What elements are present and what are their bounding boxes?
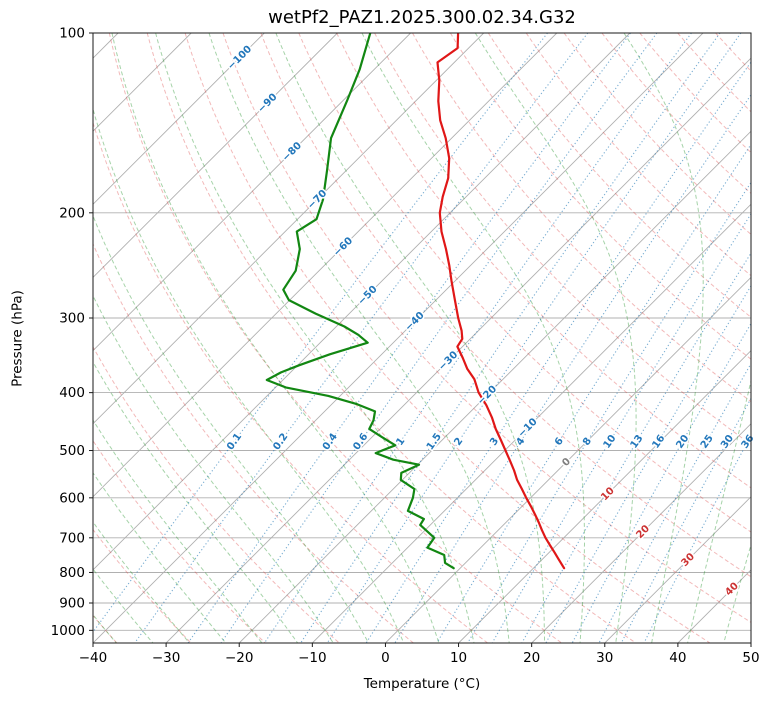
isotherm-label: −70 bbox=[306, 188, 330, 212]
pressure-gridlines bbox=[93, 33, 751, 631]
dewpoint-line bbox=[265, 33, 455, 570]
mixing-ratio-label: 13 bbox=[629, 433, 646, 451]
mixing-ratio-label: 10 bbox=[602, 433, 619, 451]
x-tick-label: 30 bbox=[596, 650, 613, 666]
mixing-ratio-labels: 0.1 0.2 0.4 0.6 1 1.5 2 3 4 6 8 10 13 16 20 25 30 36 bbox=[224, 430, 759, 454]
isotherm-label: 40 bbox=[723, 581, 741, 599]
mixing-ratio-label: 1.5 bbox=[425, 431, 444, 452]
tick-labels: −40 −30 −20 −10 0 10 20 30 40 5010020030040050060… bbox=[51, 26, 760, 667]
isotherm-label: 10 bbox=[599, 485, 617, 503]
y-tick-label: 1000 bbox=[51, 623, 85, 639]
dry-adiabats bbox=[93, 33, 751, 643]
mixing-ratio-label: 20 bbox=[674, 433, 691, 451]
x-tick-label: 10 bbox=[450, 650, 467, 666]
y-tick-label: 500 bbox=[59, 443, 85, 459]
isotherm-label: −40 bbox=[403, 310, 427, 334]
mixing-ratio-label: 0.2 bbox=[271, 431, 290, 452]
isotherm-label: −80 bbox=[280, 140, 304, 164]
y-axis-label: Pressure (hPa) bbox=[9, 290, 26, 387]
mixing-ratio-lines bbox=[93, 33, 751, 643]
isotherm-label: −90 bbox=[256, 92, 280, 116]
mixing-ratio-label: 1 bbox=[395, 436, 408, 448]
x-tick-label: 50 bbox=[742, 650, 759, 666]
temperature-line bbox=[436, 33, 566, 570]
y-tick-label: 200 bbox=[59, 205, 85, 221]
y-tick-label: 400 bbox=[59, 385, 85, 401]
mixing-ratio-label: 30 bbox=[719, 433, 736, 451]
plot-area bbox=[93, 33, 751, 643]
y-tick-label: 800 bbox=[59, 565, 85, 581]
isotherm-label: −60 bbox=[332, 235, 356, 259]
y-tick-label: 900 bbox=[59, 596, 85, 612]
x-tick-label: 20 bbox=[523, 650, 540, 666]
axes-spines bbox=[92, 32, 752, 644]
mixing-ratio-label: 0.6 bbox=[351, 431, 370, 452]
x-tick-label: −10 bbox=[298, 650, 327, 666]
mixing-ratio-label: 36 bbox=[740, 433, 757, 451]
isotherm-label: −100 bbox=[226, 44, 254, 72]
chart-title: wetPf2_PAZ1.2025.300.02.34.G32 bbox=[268, 7, 576, 28]
x-tick-label: 40 bbox=[669, 650, 686, 666]
x-axis-label: Temperature (°C) bbox=[363, 676, 481, 692]
isotherm-label: 20 bbox=[634, 523, 652, 541]
y-tick-label: 700 bbox=[59, 530, 85, 546]
moist-adiabats bbox=[93, 33, 751, 643]
y-tick-label: 600 bbox=[59, 490, 85, 506]
isotherm-label: −10 bbox=[516, 416, 540, 440]
x-tick-label: 0 bbox=[381, 650, 390, 666]
y-tick-label: 300 bbox=[59, 311, 85, 327]
isotherm-label: −50 bbox=[356, 284, 380, 308]
mixing-ratio-label: 8 bbox=[581, 436, 594, 448]
mixing-ratio-label: 25 bbox=[699, 433, 716, 451]
x-tick-label: −20 bbox=[225, 650, 254, 666]
y-tick-label: 100 bbox=[59, 26, 85, 42]
x-tick-label: −40 bbox=[79, 650, 108, 666]
mixing-ratio-label: 0.4 bbox=[321, 431, 340, 452]
x-tick-label: −30 bbox=[152, 650, 181, 666]
isotherm-gridlines bbox=[93, 33, 751, 643]
